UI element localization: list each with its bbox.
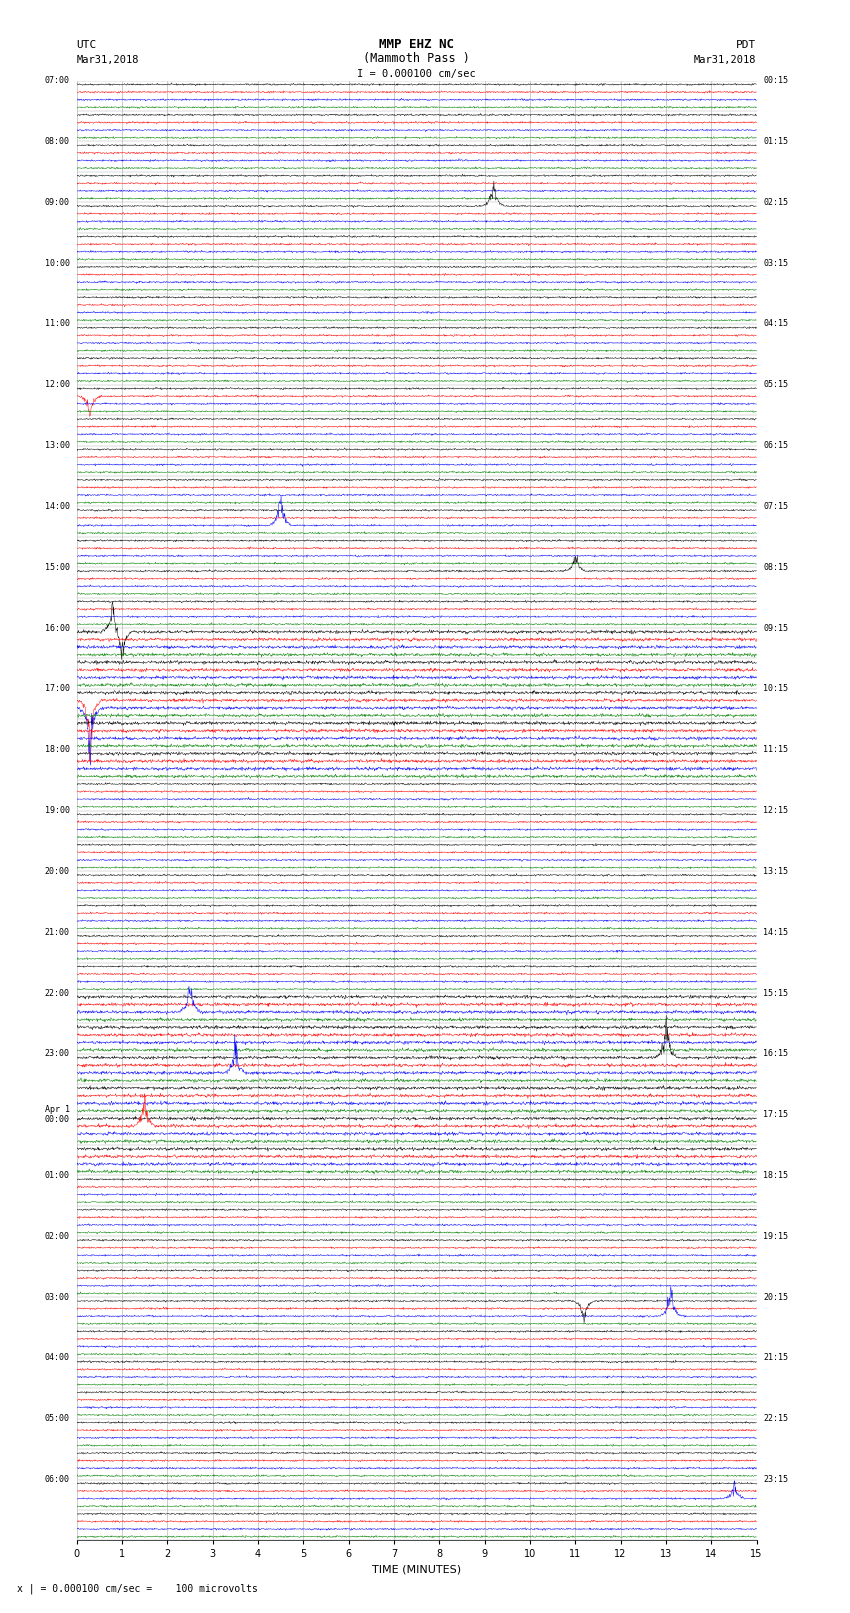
Text: 03:15: 03:15 <box>763 258 788 268</box>
Text: 07:00: 07:00 <box>45 76 70 85</box>
Text: 09:15: 09:15 <box>763 624 788 632</box>
Text: 05:00: 05:00 <box>45 1415 70 1423</box>
Text: 18:00: 18:00 <box>45 745 70 755</box>
Text: 23:00: 23:00 <box>45 1050 70 1058</box>
Text: 21:15: 21:15 <box>763 1353 788 1363</box>
Text: 23:15: 23:15 <box>763 1476 788 1484</box>
Text: 09:00: 09:00 <box>45 198 70 206</box>
Text: 04:00: 04:00 <box>45 1353 70 1363</box>
Text: 04:15: 04:15 <box>763 319 788 329</box>
Text: 21:00: 21:00 <box>45 927 70 937</box>
Text: Mar31,2018: Mar31,2018 <box>76 55 139 65</box>
Text: PDT: PDT <box>736 40 756 50</box>
Text: 02:15: 02:15 <box>763 198 788 206</box>
Text: 14:00: 14:00 <box>45 502 70 511</box>
Text: 05:15: 05:15 <box>763 381 788 389</box>
Text: 12:00: 12:00 <box>45 381 70 389</box>
Text: I = 0.000100 cm/sec: I = 0.000100 cm/sec <box>357 69 476 79</box>
Text: 07:15: 07:15 <box>763 502 788 511</box>
Text: (Mammoth Pass ): (Mammoth Pass ) <box>363 52 470 65</box>
Text: UTC: UTC <box>76 40 97 50</box>
Text: 20:15: 20:15 <box>763 1292 788 1302</box>
Text: 15:00: 15:00 <box>45 563 70 571</box>
Text: 06:15: 06:15 <box>763 440 788 450</box>
Text: Mar31,2018: Mar31,2018 <box>694 55 756 65</box>
Text: 00:15: 00:15 <box>763 76 788 85</box>
Text: 06:00: 06:00 <box>45 1476 70 1484</box>
Text: 10:15: 10:15 <box>763 684 788 694</box>
Text: 11:00: 11:00 <box>45 319 70 329</box>
Text: 13:00: 13:00 <box>45 440 70 450</box>
Text: 22:00: 22:00 <box>45 989 70 997</box>
Text: 02:00: 02:00 <box>45 1232 70 1240</box>
Text: 13:15: 13:15 <box>763 866 788 876</box>
Text: 22:15: 22:15 <box>763 1415 788 1423</box>
Text: 18:15: 18:15 <box>763 1171 788 1181</box>
Text: 08:15: 08:15 <box>763 563 788 571</box>
Text: 12:15: 12:15 <box>763 806 788 815</box>
Text: 11:15: 11:15 <box>763 745 788 755</box>
Text: 17:15: 17:15 <box>763 1110 788 1119</box>
Text: 03:00: 03:00 <box>45 1292 70 1302</box>
Text: Apr 1
00:00: Apr 1 00:00 <box>45 1105 70 1124</box>
X-axis label: TIME (MINUTES): TIME (MINUTES) <box>372 1565 461 1574</box>
Text: 20:00: 20:00 <box>45 866 70 876</box>
Text: MMP EHZ NC: MMP EHZ NC <box>379 37 454 50</box>
Text: 01:00: 01:00 <box>45 1171 70 1181</box>
Text: 01:15: 01:15 <box>763 137 788 145</box>
Text: 17:00: 17:00 <box>45 684 70 694</box>
Text: x | = 0.000100 cm/sec =    100 microvolts: x | = 0.000100 cm/sec = 100 microvolts <box>17 1582 258 1594</box>
Text: 16:15: 16:15 <box>763 1050 788 1058</box>
Text: 08:00: 08:00 <box>45 137 70 145</box>
Text: 10:00: 10:00 <box>45 258 70 268</box>
Text: 15:15: 15:15 <box>763 989 788 997</box>
Text: 16:00: 16:00 <box>45 624 70 632</box>
Text: 19:15: 19:15 <box>763 1232 788 1240</box>
Text: 19:00: 19:00 <box>45 806 70 815</box>
Text: 14:15: 14:15 <box>763 927 788 937</box>
